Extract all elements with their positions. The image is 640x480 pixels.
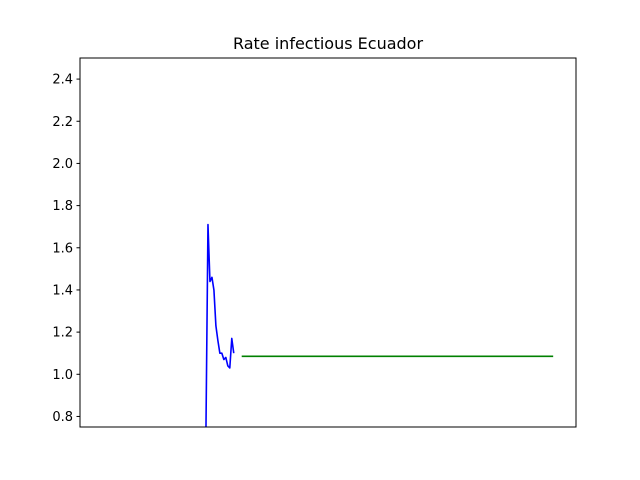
plot-series <box>205 223 554 428</box>
y-tick-label: 2.4 <box>52 73 73 88</box>
chart-title: Rate infectious Ecuador <box>233 34 424 53</box>
y-tick-label: 0.8 <box>52 410 73 425</box>
y-tick-label: 2.2 <box>52 115 73 130</box>
y-tick-label: 2.0 <box>52 157 73 172</box>
y-tick-label: 1.4 <box>52 283 73 298</box>
y-tick-label: 1.2 <box>52 326 73 341</box>
plot-frame <box>79 57 577 428</box>
y-tick-label: 1.6 <box>52 241 73 256</box>
y-tick-label: 1.8 <box>52 199 73 214</box>
y-axis: 0.8 1.0 1.2 1.4 1.6 1.8 2.0 2.2 2.4 <box>52 73 80 425</box>
series-line-blue <box>205 223 235 428</box>
y-tick-label: 1.0 <box>52 368 73 383</box>
